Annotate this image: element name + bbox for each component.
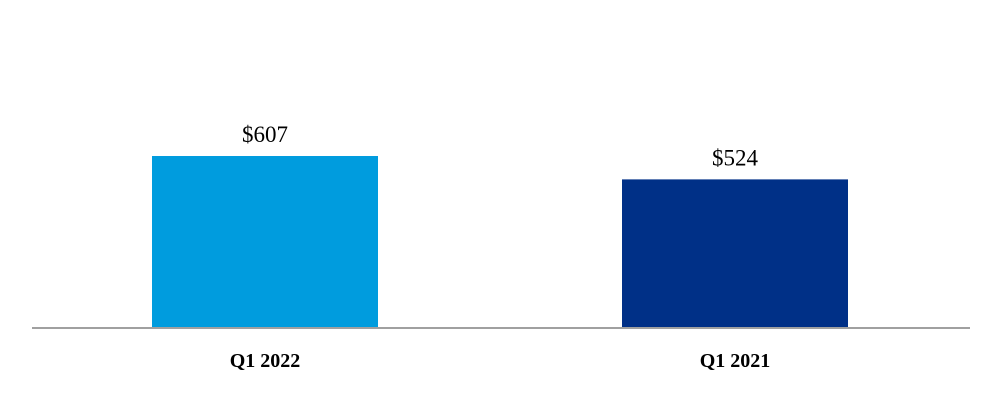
bar-q1-2022	[152, 156, 378, 327]
data-label: $607	[242, 122, 288, 147]
bar-q1-2021	[622, 179, 848, 327]
data-label: $524	[712, 145, 759, 170]
x-tick-label: Q1 2021	[700, 350, 771, 372]
x-tick-label: Q1 2022	[230, 350, 301, 372]
